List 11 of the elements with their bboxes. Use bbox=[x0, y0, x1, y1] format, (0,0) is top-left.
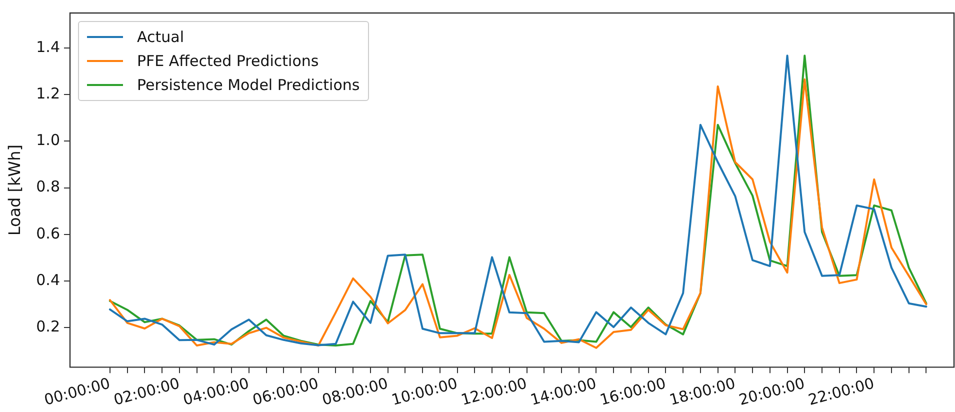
y-tick-label: 0.8 bbox=[36, 178, 60, 196]
y-tick-label: 0.6 bbox=[36, 224, 60, 242]
legend-label: Actual bbox=[137, 28, 184, 46]
y-axis-title: Load [kWh] bbox=[4, 144, 24, 236]
y-tick-label: 1.0 bbox=[36, 131, 60, 150]
y-tick-label: 1.4 bbox=[36, 38, 60, 56]
y-tick-label: 0.2 bbox=[36, 317, 60, 336]
y-tick-label: 0.4 bbox=[36, 270, 60, 289]
legend-label: Persistence Model Predictions bbox=[137, 76, 360, 94]
legend-label: PFE Affected Predictions bbox=[137, 52, 319, 70]
y-tick-label: 1.2 bbox=[36, 84, 60, 102]
